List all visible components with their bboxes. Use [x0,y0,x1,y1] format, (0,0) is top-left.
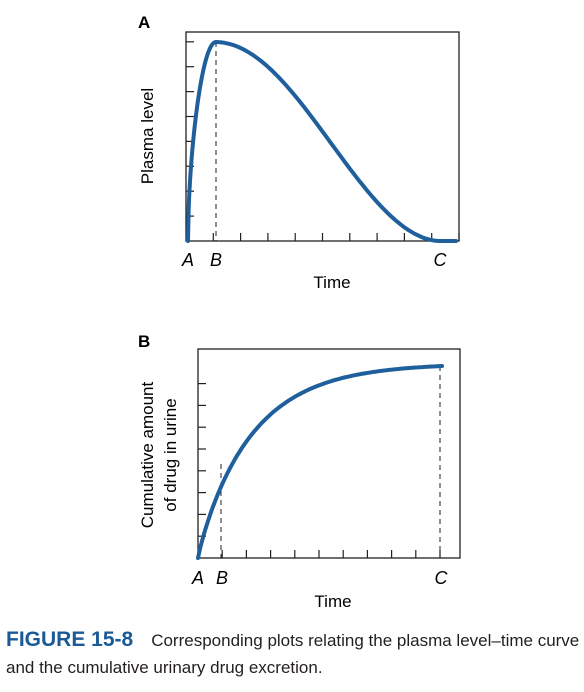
panel-b-ticks [198,383,441,558]
panel-b-ylabel-line1: Cumulative amount [138,381,157,528]
panel-a-plasma-curve [186,39,458,243]
panel-a-ylabel: Plasma level [138,88,157,184]
panel-a-xmark-c: C [434,250,448,270]
panel-a-xmark-b: B [210,250,222,270]
panel-b-cumulative-curve [196,364,444,560]
panel-b-frame [197,348,461,559]
panel-a-ticks [186,41,460,241]
panel-a-letter: A [138,13,150,32]
panel-b-xmark-c: C [435,568,449,588]
panel-a-xmark-a: A [181,250,194,270]
panel-b-xmark-a: A [191,568,204,588]
panel-b-ylabel-line2: of drug in urine [161,398,180,511]
caption-text: Corresponding plots relating the plasma … [6,631,580,677]
panel-a-xlabel: Time [313,273,350,292]
figure-plots: A Plasma level A B C Time B Cumulative a… [138,13,461,611]
panel-b-letter: B [138,332,150,351]
figure-number: FIGURE 15-8 [6,628,134,651]
panel-a-frame [185,31,460,242]
panel-b-xmark-b: B [216,568,228,588]
figure-caption: FIGURE 15-8 Corresponding plots relating … [6,626,582,681]
panel-b-xlabel: Time [314,592,351,611]
